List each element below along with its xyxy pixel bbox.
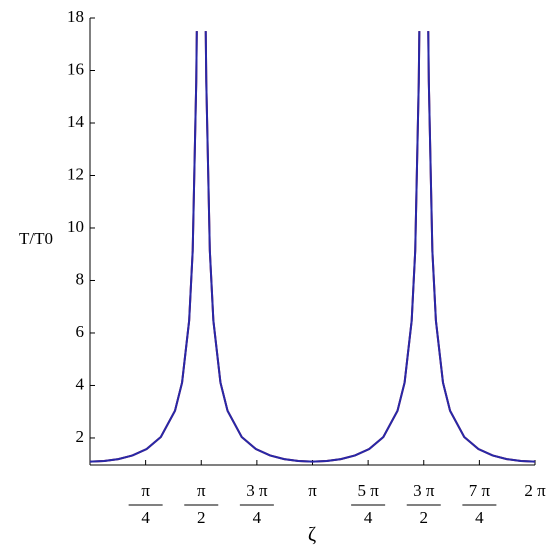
y-tick-label: 16: [67, 59, 84, 78]
x-tick-label-text: 2 π: [524, 481, 546, 500]
x-tick-numerator: 7 π: [469, 481, 491, 500]
y-tick-label: 14: [67, 112, 85, 131]
x-tick-numerator: 3 π: [413, 481, 435, 500]
x-tick-denominator: 4: [475, 508, 484, 527]
x-axis-label: ζ: [308, 524, 316, 546]
x-tick-numerator: π: [141, 481, 150, 500]
x-tick-numerator: 5 π: [357, 481, 379, 500]
y-tick-label: 10: [67, 217, 84, 236]
x-tick-denominator: 4: [141, 508, 150, 527]
y-tick-label: 8: [76, 269, 85, 288]
y-tick-label: 2: [76, 427, 85, 446]
x-tick-label: π/2π2: [184, 481, 219, 527]
x-tick-numerator: π: [197, 481, 206, 500]
x-tick-label: 3 π/43 π4: [239, 481, 274, 527]
x-tick-denominator: 4: [253, 508, 262, 527]
x-tick-label: π: [308, 481, 317, 500]
y-axis-label: T/T0: [19, 229, 53, 248]
x-tick-denominator: 2: [197, 508, 206, 527]
y-tick-label: 4: [76, 374, 85, 393]
line-series: [89, 31, 536, 463]
x-tick-label-text: π: [308, 481, 317, 500]
x-tick-label: 7 π/47 π4: [462, 481, 497, 527]
line-series: [89, 31, 536, 463]
x-tick-label: 3 π/23 π2: [406, 481, 441, 527]
x-tick-label: 5 π/45 π4: [351, 481, 386, 527]
x-tick-denominator: 2: [420, 508, 429, 527]
x-tick-numerator: 3 π: [246, 481, 268, 500]
x-tick-label: 2 π: [524, 481, 546, 500]
y-tick-label: 18: [67, 7, 84, 26]
y-tick-label: 12: [67, 164, 84, 183]
x-tick-denominator: 4: [364, 508, 373, 527]
y-tick-label: 6: [76, 322, 85, 341]
x-tick-label: π/4π4: [128, 481, 163, 527]
